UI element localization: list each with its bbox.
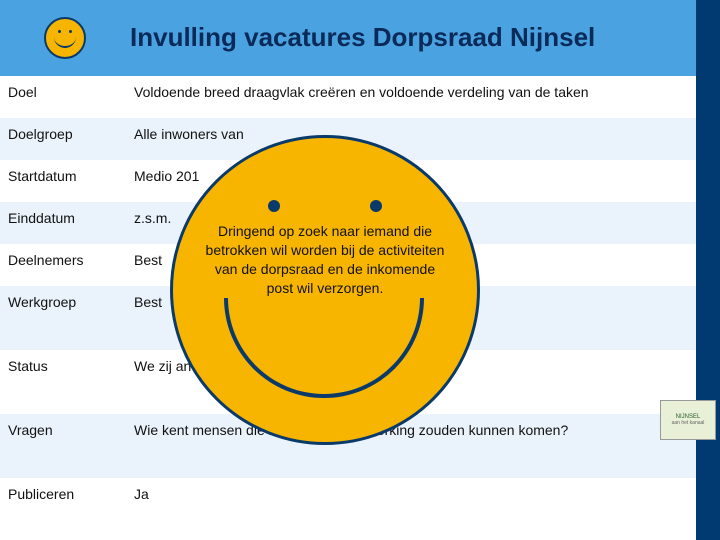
logo-badge: NIJNSEL aan het kanaal: [660, 400, 716, 440]
row-label: Werkgroep: [0, 286, 130, 318]
row-value: Ja: [130, 478, 696, 510]
logo-line2: aan het kanaal: [672, 421, 705, 427]
header-icon-cell: [0, 17, 130, 59]
row-value: Alle inwoners van: [130, 118, 696, 150]
smiley-callout: Dringend op zoek naar iemand die betrokk…: [170, 135, 480, 445]
row-value: Voldoende breed draagvlak creëren en vol…: [130, 76, 696, 108]
row-value: Wie kent mensen die hier voor in aanmerk…: [130, 414, 696, 446]
row-label: Vragen: [0, 414, 130, 446]
row-label: Status: [0, 350, 130, 382]
row-label: Doel: [0, 76, 130, 108]
row-label: Publiceren: [0, 478, 130, 510]
slide-header: Invulling vacatures Dorpsraad Nijnsel: [0, 0, 696, 76]
row-label: Doelgroep: [0, 118, 130, 150]
right-accent-bar: [696, 0, 720, 540]
table-row: Doel Voldoende breed draagvlak creëren e…: [0, 76, 696, 118]
row-label: Startdatum: [0, 160, 130, 192]
row-label: Einddatum: [0, 202, 130, 234]
table-row: Publiceren Ja: [0, 478, 696, 520]
row-label: Deelnemers: [0, 244, 130, 276]
smiley-icon: [44, 17, 86, 59]
callout-text: Dringend op zoek naar iemand die betrokk…: [203, 222, 447, 298]
page-title: Invulling vacatures Dorpsraad Nijnsel: [130, 23, 696, 53]
